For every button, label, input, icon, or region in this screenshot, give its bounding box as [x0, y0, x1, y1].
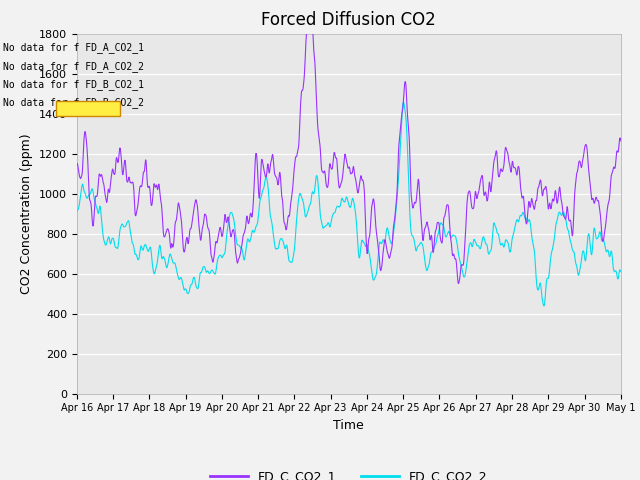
Text: No data for f FD_A_CO2_1: No data for f FD_A_CO2_1	[3, 42, 144, 53]
Legend: FD_C_CO2_1, FD_C_CO2_2: FD_C_CO2_1, FD_C_CO2_2	[205, 465, 492, 480]
Title: Forced Diffusion CO2: Forced Diffusion CO2	[261, 11, 436, 29]
X-axis label: Time: Time	[333, 419, 364, 432]
Text: No data for f FD_A_CO2_2: No data for f FD_A_CO2_2	[3, 60, 144, 72]
Text: No data for f FD_B_CO2_1: No data for f FD_B_CO2_1	[3, 79, 144, 90]
Text: No data for f FD_B_CO2_2: No data for f FD_B_CO2_2	[3, 97, 144, 108]
Y-axis label: CO2 Concentration (ppm): CO2 Concentration (ppm)	[20, 133, 33, 294]
